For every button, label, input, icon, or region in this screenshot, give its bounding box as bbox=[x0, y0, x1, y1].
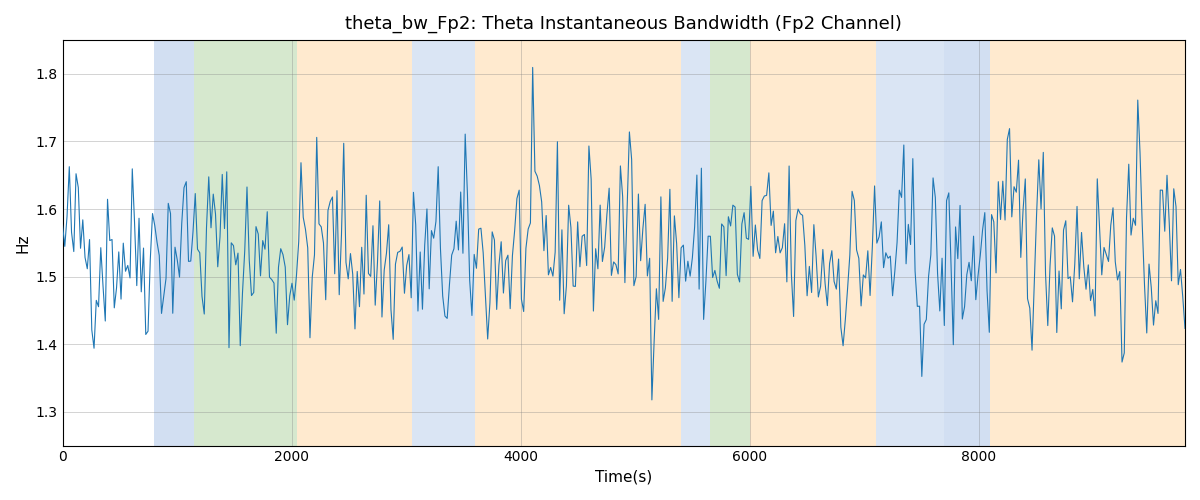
Bar bbox=[298, 40, 412, 446]
Bar bbox=[876, 40, 944, 446]
Bar bbox=[750, 40, 876, 446]
X-axis label: Time(s): Time(s) bbox=[595, 470, 653, 485]
Bar bbox=[194, 40, 298, 446]
Title: theta_bw_Fp2: Theta Instantaneous Bandwidth (Fp2 Channel): theta_bw_Fp2: Theta Instantaneous Bandwi… bbox=[346, 15, 902, 34]
Bar bbox=[412, 40, 475, 446]
Bar bbox=[944, 40, 990, 446]
Bar bbox=[682, 40, 709, 446]
Bar bbox=[154, 40, 194, 446]
Bar bbox=[990, 40, 1186, 446]
Bar bbox=[709, 40, 750, 446]
Bar bbox=[475, 40, 682, 446]
Y-axis label: Hz: Hz bbox=[16, 233, 30, 252]
